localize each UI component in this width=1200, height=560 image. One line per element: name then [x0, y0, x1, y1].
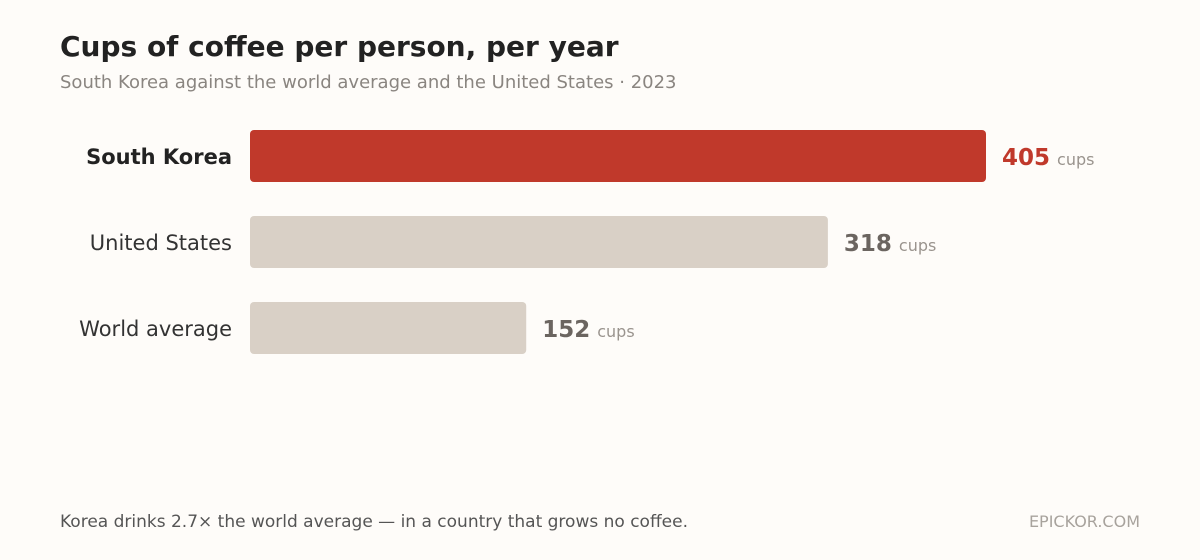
- value-unit: cups: [1057, 150, 1094, 169]
- category-label-south-korea: South Korea: [86, 145, 232, 169]
- value-label-world-average: 152 cups: [542, 317, 634, 343]
- value-number: 405: [1002, 145, 1050, 171]
- brand-label: EPICKOR.COM: [1028, 512, 1140, 531]
- category-label-united-states: United States: [90, 231, 232, 255]
- bar-united-states: [250, 216, 828, 268]
- value-unit: cups: [899, 236, 936, 255]
- category-label-world-average: World average: [79, 317, 232, 341]
- footer-note: Korea drinks 2.7× the world average — in…: [60, 512, 688, 532]
- value-label-united-states: 318 cups: [844, 231, 936, 257]
- value-unit: cups: [597, 322, 634, 341]
- bar-south-korea: [250, 130, 986, 182]
- value-label-south-korea: 405 cups: [1002, 145, 1094, 171]
- bar-chart: South Korea 405 cups United States 318 cups Wo…: [79, 130, 1094, 354]
- value-number: 152: [542, 317, 590, 343]
- chart-subtitle: South Korea against the world average an…: [60, 72, 677, 93]
- bar-world-average: [250, 302, 527, 354]
- value-number: 318: [844, 231, 892, 257]
- chart-title: Cups of coffee per person, per year: [60, 30, 619, 63]
